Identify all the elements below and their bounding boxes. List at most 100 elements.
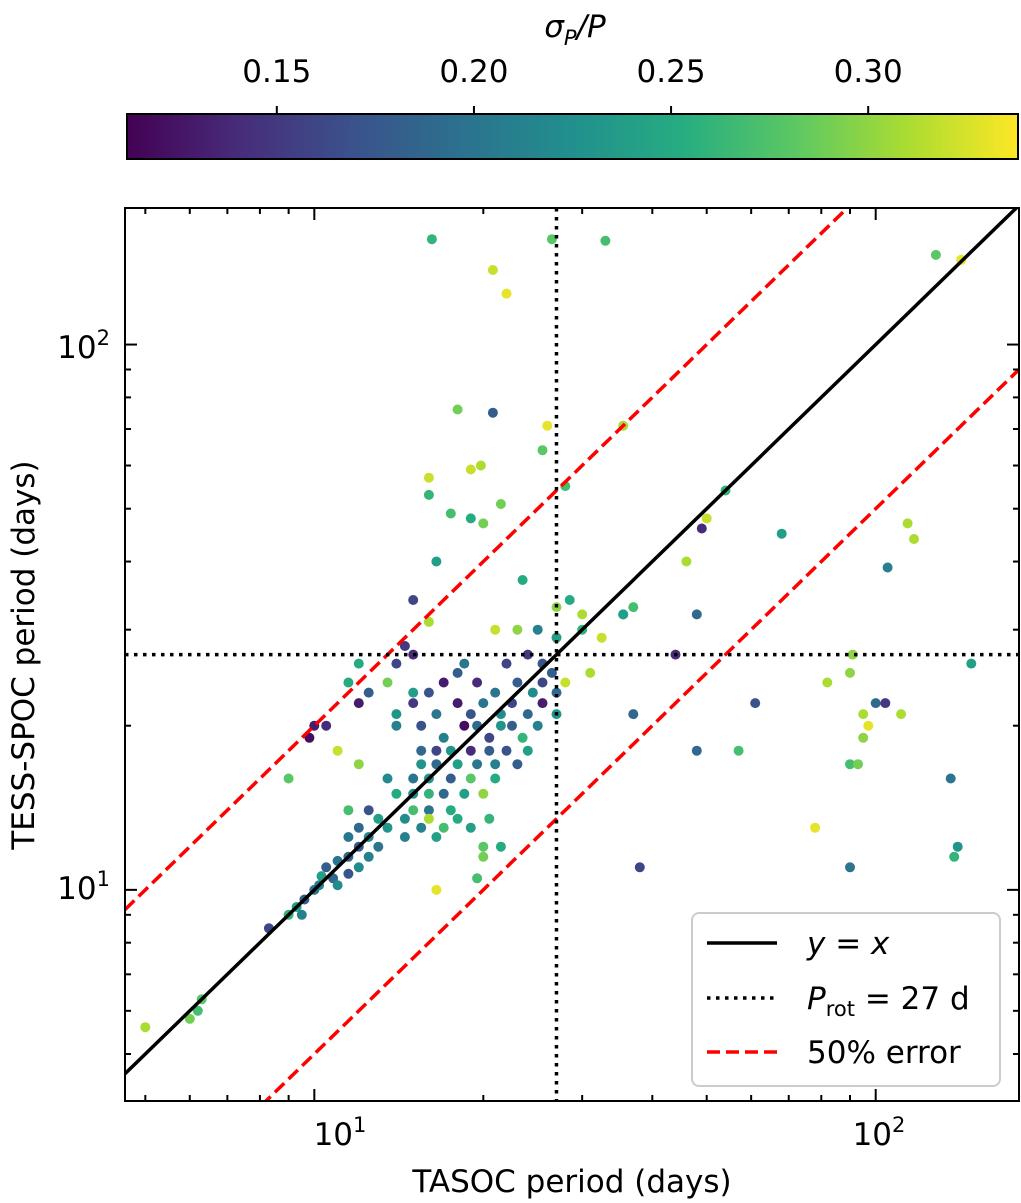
scatter-point	[532, 624, 543, 635]
scatter-point	[382, 822, 393, 833]
scatter-point	[847, 649, 858, 660]
scatter-point	[465, 513, 476, 524]
scatter-point	[408, 687, 419, 698]
scatter-point	[490, 624, 501, 635]
scatter-point	[596, 632, 607, 643]
scatter-point	[465, 822, 476, 833]
scatter-point	[391, 788, 402, 799]
scatter-point	[501, 288, 512, 299]
scatter-point	[495, 720, 506, 731]
scatter-point	[490, 773, 501, 784]
scatter-point	[343, 677, 354, 688]
scatter-point	[416, 720, 427, 731]
scatter-point	[408, 805, 419, 816]
scatter-point	[776, 528, 787, 539]
scatter-point	[391, 709, 402, 720]
scatter-point	[332, 880, 343, 891]
scatter-point	[484, 813, 495, 824]
scatter-point	[542, 420, 553, 431]
colorbar-tick-label: 0.30	[834, 54, 903, 90]
scatter-point	[733, 745, 744, 756]
scatter-point	[949, 851, 960, 862]
scatter-point	[353, 862, 364, 873]
scatter-point	[810, 822, 821, 833]
scatter-point	[487, 265, 498, 275]
scatter-point	[382, 677, 393, 688]
reference-lines	[125, 208, 1019, 1101]
scatter-point	[845, 862, 855, 873]
scatter-point	[445, 508, 456, 519]
legend: y = x Prot = 27 d 50% error	[691, 912, 1001, 1087]
scatter-point	[532, 720, 543, 731]
scatter-point	[882, 562, 893, 573]
scatter-point	[353, 822, 364, 833]
scatter-point	[681, 556, 692, 567]
scatter-point	[472, 873, 483, 884]
scatter-point	[858, 732, 869, 743]
scatter-point	[577, 609, 588, 620]
scatter-point	[431, 709, 442, 720]
scatter-point	[391, 720, 402, 731]
scatter-point	[478, 788, 489, 799]
scatter-point	[930, 249, 941, 260]
scatter-point	[438, 822, 449, 833]
error-line-lower	[263, 368, 1019, 1101]
scatter-point	[564, 595, 575, 605]
scatter-point	[184, 1013, 195, 1024]
scatter-point	[896, 709, 907, 720]
legend-label-identity: y = x	[806, 926, 890, 962]
scatter-point	[475, 460, 486, 471]
scatter-point	[478, 518, 489, 529]
scatter-point	[363, 805, 374, 816]
colorbar: σP/P 0.15 0.20 0.25 0.30	[126, 9, 1019, 160]
scatter-point	[353, 698, 364, 709]
scatter-point	[517, 575, 528, 585]
colorbar-tick-label: 0.20	[439, 54, 508, 90]
scatter-point	[551, 687, 562, 698]
scatter-point	[431, 745, 442, 756]
plot-area	[124, 207, 1020, 1102]
x-tick-label-100: 102	[853, 1113, 906, 1153]
scatter-point	[909, 534, 919, 544]
scatter-point	[332, 745, 343, 756]
scatter-point	[750, 698, 761, 709]
scatter-point	[472, 677, 483, 688]
scatter-point	[452, 759, 463, 770]
scatter-point	[522, 709, 533, 720]
scatter-point	[445, 805, 456, 816]
scatter-point	[192, 1005, 203, 1016]
scatter-point	[459, 720, 470, 731]
colorbar-label-sub: P	[564, 26, 577, 50]
scatter-point	[537, 698, 548, 709]
legend-label-threshold: Prot = 27 d	[807, 981, 970, 1021]
scatter-point	[560, 677, 571, 688]
scatter-point	[431, 556, 442, 567]
scatter-point	[465, 464, 476, 475]
scatter-point	[373, 841, 384, 852]
data-points	[140, 234, 977, 1033]
scatter-point	[495, 499, 506, 509]
scatter-point	[691, 609, 702, 620]
scatter-point	[431, 832, 442, 842]
scatter-point	[452, 813, 463, 824]
scatter-point	[634, 862, 645, 873]
scatter-point	[416, 745, 427, 756]
scatter-point	[853, 759, 863, 770]
scatter-point	[522, 745, 533, 756]
scatter-point	[863, 720, 874, 731]
scatter-point	[391, 658, 402, 669]
scatter-point	[423, 616, 434, 627]
scatter-point	[490, 759, 501, 770]
scatter-point	[353, 658, 364, 669]
x-axis-label: TASOC period (days)	[411, 1164, 731, 1200]
scatter-point	[487, 407, 498, 418]
scatter-point	[701, 513, 712, 524]
scatter-point	[966, 658, 977, 669]
plot-frame	[124, 207, 1020, 1102]
scatter-point	[517, 732, 528, 743]
scatter-point	[546, 667, 557, 678]
scatter-point	[822, 677, 833, 688]
scatter-point	[465, 709, 476, 720]
scatter-point	[952, 841, 963, 852]
